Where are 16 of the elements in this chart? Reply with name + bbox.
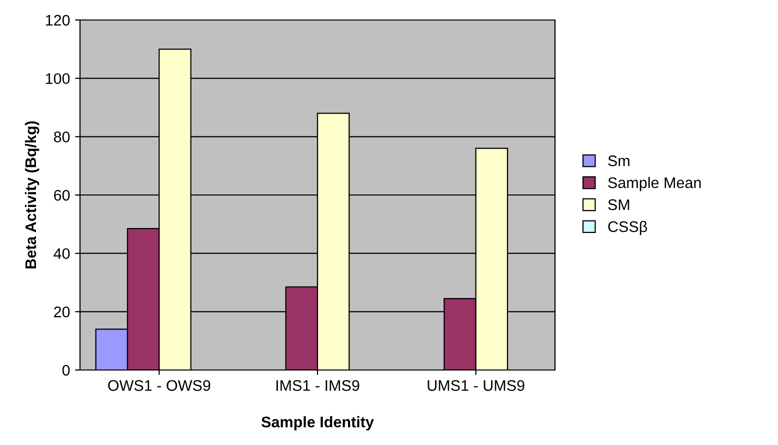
y-tick-label: 100 <box>46 73 70 84</box>
x-tick-label: IMS1 - IMS9 <box>276 380 360 391</box>
y-tick-label: 60 <box>54 190 70 201</box>
x-axis-title: Sample Identity <box>261 416 374 430</box>
y-tick-label: 20 <box>54 306 70 318</box>
y-axis-title: Beta Activity (Bq/kg) <box>24 121 40 268</box>
y-tick-label: 80 <box>54 132 70 142</box>
legend-label: CSSβ <box>608 220 648 236</box>
y-tick-label: 0 <box>62 364 70 376</box>
y-tick-label: 120 <box>46 14 70 26</box>
y-tick-label: 40 <box>54 248 70 260</box>
legend-label: SM <box>608 199 630 210</box>
x-tick-label: OWS1 - OWS9 <box>108 380 210 391</box>
legend-label: Sm <box>608 155 630 166</box>
legend-label: Sample Mean <box>608 176 701 192</box>
x-tick-label: UMS1 - UMS9 <box>428 380 524 391</box>
